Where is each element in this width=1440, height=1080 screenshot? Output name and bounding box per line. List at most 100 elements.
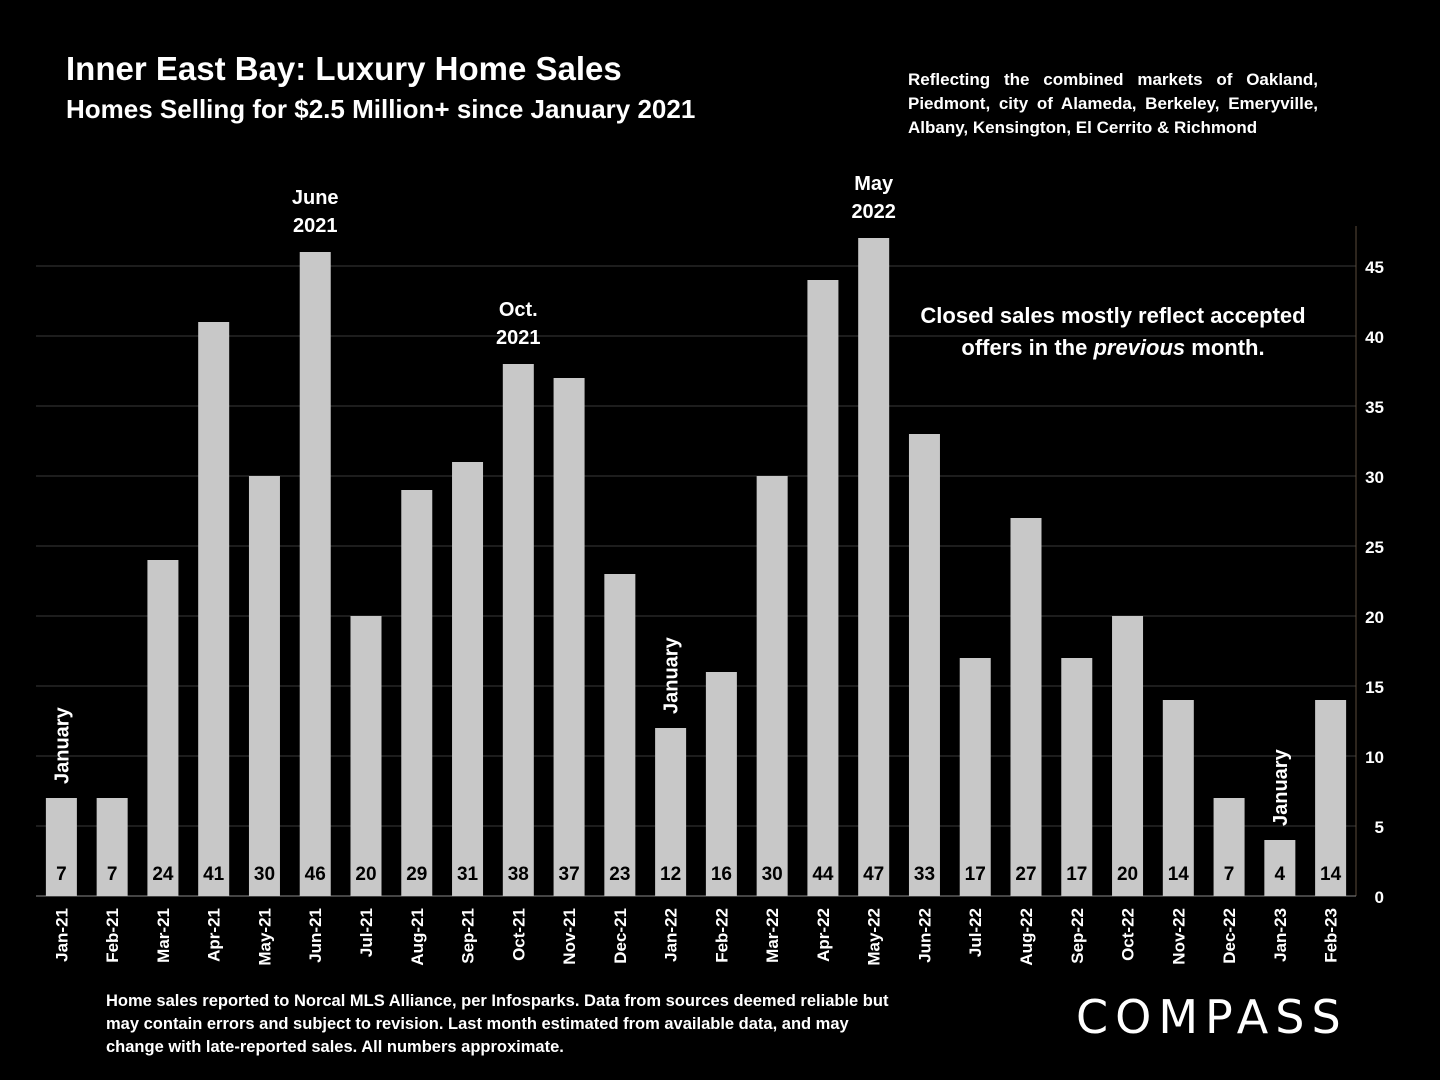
value-label-Jun-21: 46: [305, 864, 326, 885]
x-tick-label-Dec-21: Dec-21: [611, 908, 630, 964]
callout-line2-emphasis: previous: [1093, 335, 1186, 360]
market-note: Reflecting the combined markets of Oakla…: [908, 70, 1318, 137]
value-label-Jul-21: 20: [355, 864, 376, 885]
x-tick-label-Aug-22: Aug-22: [1017, 908, 1036, 966]
value-labels: 7 7 24 41 30 46 20 29 31 38 37 23 12 16 30 44 47 33 17 27 17…: [56, 864, 1342, 885]
y-tick-label: 25: [1365, 538, 1384, 557]
annotations: January January January June 2021 Oct. 2021 May…: [51, 173, 1291, 826]
y-tick-label: 35: [1365, 398, 1384, 417]
value-label-Feb-21: 7: [107, 864, 118, 885]
y-tick-label: 40: [1365, 328, 1384, 347]
value-label-Feb-23: 14: [1320, 864, 1342, 885]
value-label-Jun-22: 33: [914, 864, 935, 885]
bar-Sep-21: [452, 462, 484, 896]
callout-text: Closed sales mostly reflect accepted off…: [903, 300, 1323, 364]
x-tick-label-Jan-23: Jan-23: [1271, 908, 1290, 962]
value-label-May-21: 30: [254, 864, 275, 885]
bar-Jun-21: [299, 252, 331, 896]
value-label-Dec-21: 23: [609, 864, 630, 885]
x-tick-label-May-22: May-22: [865, 908, 884, 966]
annotation-Jun-21-line1: June: [292, 187, 339, 209]
bar-Dec-21: [604, 574, 636, 896]
y-tick-label: 30: [1365, 468, 1384, 487]
callout-line2: offers in the previous month.: [903, 332, 1323, 364]
annotation-May-22-line1: May: [854, 173, 894, 195]
value-label-May-22: 47: [863, 864, 884, 885]
x-tick-label-Nov-21: Nov-21: [560, 908, 579, 965]
annotation-May-22-line2: 2022: [851, 201, 896, 223]
x-tick-label-Oct-22: Oct-22: [1119, 908, 1138, 961]
x-tick-label-May-21: May-21: [255, 908, 274, 966]
value-label-Jul-22: 17: [965, 864, 986, 885]
x-tick-label-Sep-21: Sep-21: [459, 908, 478, 964]
bars: [45, 238, 1347, 896]
x-tick-label-Apr-21: Apr-21: [205, 908, 224, 962]
value-label-Apr-22: 44: [812, 864, 834, 885]
value-label-Apr-21: 41: [203, 864, 225, 885]
annotation-Jan-22: January: [661, 636, 683, 714]
x-tick-label-Jan-22: Jan-22: [662, 908, 681, 962]
annotation-Jun-21-line2: 2021: [293, 215, 338, 237]
x-tick-label-Nov-22: Nov-22: [1169, 908, 1188, 965]
bar-Feb-22: [705, 672, 737, 896]
value-label-Jan-22: 12: [660, 864, 681, 885]
value-label-Nov-21: 37: [559, 864, 580, 885]
x-tick-label-Jun-21: Jun-21: [306, 908, 325, 963]
callout-line2-post: month.: [1185, 335, 1265, 360]
bar-Apr-21: [198, 322, 230, 896]
x-tick-label-Feb-23: Feb-23: [1322, 908, 1341, 963]
value-label-Jan-21: 7: [56, 864, 67, 885]
x-tick-label-Jun-22: Jun-22: [915, 908, 934, 963]
callout-line1: Closed sales mostly reflect accepted: [920, 303, 1306, 328]
value-label-Sep-22: 17: [1066, 864, 1087, 885]
y-tick-label: 15: [1365, 678, 1384, 697]
annotation-Jan-23: January: [1270, 748, 1292, 826]
bar-Aug-21: [401, 490, 433, 896]
bar-Jan-21: [45, 798, 77, 896]
bar-Apr-22: [807, 280, 839, 896]
value-label-Nov-22: 14: [1168, 864, 1190, 885]
compass-logo: COMPASS: [1076, 990, 1348, 1044]
footer-disclaimer: Home sales reported to Norcal MLS Allian…: [106, 992, 889, 1056]
bar-Nov-22: [1162, 700, 1194, 896]
bar-May-21: [248, 476, 280, 896]
bar-May-22: [858, 238, 890, 896]
x-tick-label-Mar-22: Mar-22: [763, 908, 782, 963]
x-tick-label-Aug-21: Aug-21: [408, 908, 427, 966]
value-label-Mar-21: 24: [152, 864, 174, 885]
x-tick-label-Feb-22: Feb-22: [712, 908, 731, 963]
x-tick-label-Jul-21: Jul-21: [357, 908, 376, 957]
bar-Oct-21: [502, 364, 534, 896]
x-tick-label-Oct-21: Oct-21: [509, 908, 528, 961]
bar-Feb-23: [1315, 700, 1347, 896]
value-label-Feb-22: 16: [711, 864, 732, 885]
x-tick-label-Sep-22: Sep-22: [1068, 908, 1087, 964]
x-tick-label-Dec-22: Dec-22: [1220, 908, 1239, 964]
bar-Jul-22: [959, 658, 991, 896]
x-tick-label-Mar-21: Mar-21: [154, 908, 173, 963]
value-label-Aug-22: 27: [1015, 864, 1036, 885]
annotation-Jan-21: January: [51, 706, 73, 784]
annotation-Oct-21-line1: Oct.: [499, 299, 538, 321]
chart-subtitle: Homes Selling for $2.5 Million+ since Ja…: [66, 94, 696, 124]
bar-Oct-22: [1112, 616, 1144, 896]
bar-Aug-22: [1010, 518, 1042, 896]
value-label-Oct-22: 20: [1117, 864, 1138, 885]
value-label-Aug-21: 29: [406, 864, 427, 885]
x-axis-labels: Jan-21 Feb-21 Mar-21 Apr-21 May-21 Jun-21 Jul-…: [52, 908, 1340, 966]
bar-Jan-22: [655, 728, 687, 896]
value-label-Jan-23: 4: [1275, 864, 1286, 885]
x-tick-label-Jul-22: Jul-22: [966, 908, 985, 957]
x-tick-label-Feb-21: Feb-21: [103, 908, 122, 963]
bar-Mar-22: [756, 476, 788, 896]
x-tick-label-Jan-21: Jan-21: [52, 908, 71, 962]
bar-Sep-22: [1061, 658, 1093, 896]
value-label-Dec-22: 7: [1224, 864, 1235, 885]
y-tick-label: 20: [1365, 608, 1384, 627]
bar-Jun-22: [908, 434, 940, 896]
y-tick-label: 0: [1375, 888, 1384, 907]
bar-Dec-22: [1213, 798, 1245, 896]
value-label-Oct-21: 38: [508, 864, 529, 885]
bar-Jul-21: [350, 616, 382, 896]
